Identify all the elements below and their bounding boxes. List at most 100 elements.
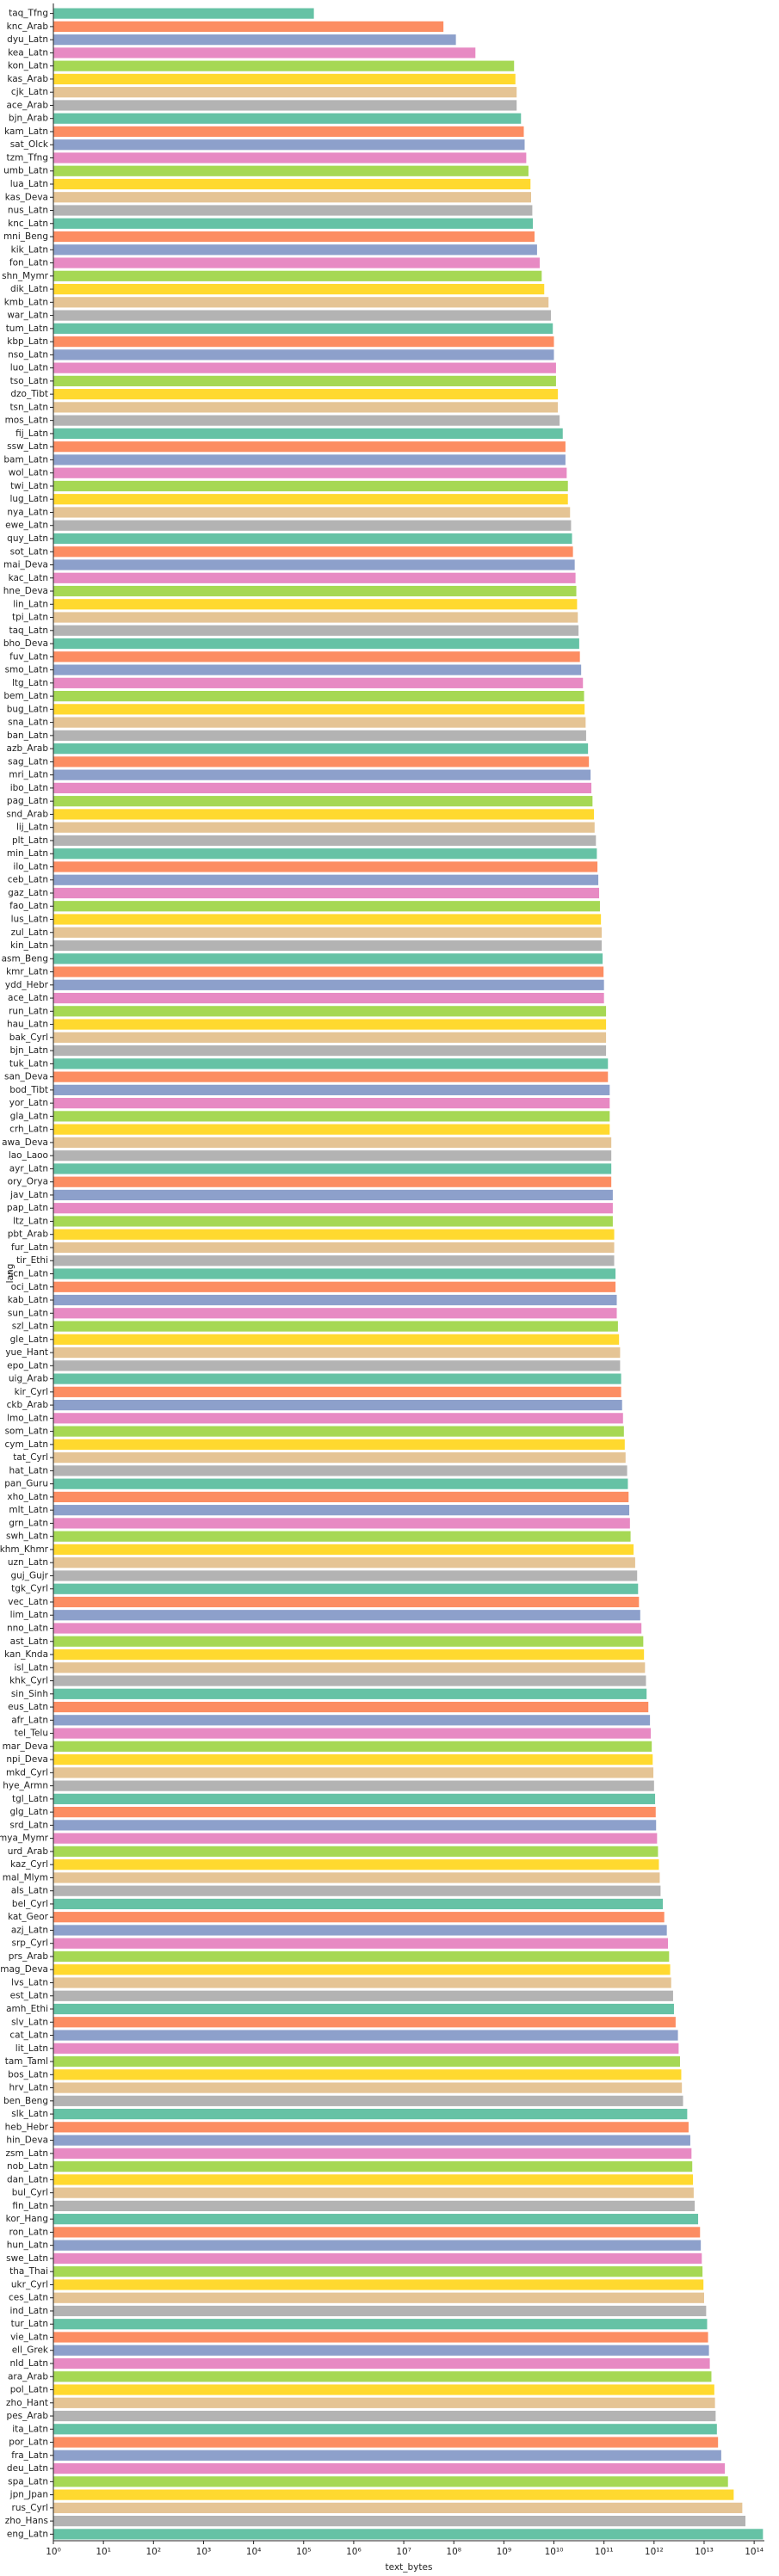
bar bbox=[53, 1531, 631, 1542]
y-tick-label: azb_Arab bbox=[7, 743, 49, 754]
bar bbox=[53, 1071, 609, 1082]
y-tick-label: tir_Ethi bbox=[16, 1255, 48, 1266]
bar bbox=[53, 1544, 634, 1556]
bar bbox=[53, 1019, 607, 1030]
y-tick-label: tzm_Tfng bbox=[6, 152, 48, 163]
y-tick-label: dzo_Tibt bbox=[10, 389, 48, 399]
y-tick-label: ben_Beng bbox=[3, 2096, 48, 2106]
bar bbox=[53, 1505, 630, 1516]
bar bbox=[53, 848, 597, 860]
bar bbox=[53, 612, 578, 623]
y-tick-label: tat_Cyrl bbox=[13, 1452, 48, 1463]
y-tick-label: war_Latn bbox=[7, 311, 48, 321]
bar bbox=[53, 1399, 622, 1411]
y-tick-label: ban_Latn bbox=[7, 730, 48, 741]
y-tick-label: smo_Latn bbox=[5, 665, 48, 675]
y-tick-label: grn_Latn bbox=[9, 1518, 48, 1528]
bar bbox=[53, 2410, 716, 2422]
y-tick-label: tur_Latn bbox=[11, 2319, 48, 2329]
bar bbox=[53, 782, 592, 794]
bar bbox=[53, 861, 598, 872]
y-tick-label: zho_Hans bbox=[5, 2516, 48, 2526]
bar bbox=[53, 2476, 728, 2487]
bar bbox=[53, 1675, 646, 1686]
bar bbox=[53, 1045, 607, 1057]
bar bbox=[53, 966, 604, 977]
bar bbox=[53, 796, 593, 807]
y-tick-label: uzn_Latn bbox=[8, 1557, 48, 1568]
y-tick-label: lit_Latn bbox=[15, 2043, 48, 2054]
y-tick-label: est_Latn bbox=[10, 1991, 48, 2001]
bar bbox=[53, 1452, 626, 1464]
y-tick-label: guj_Gujr bbox=[10, 1570, 48, 1581]
bar bbox=[53, 887, 600, 899]
bar bbox=[53, 2095, 683, 2106]
y-tick-label: sat_Olck bbox=[10, 139, 49, 150]
y-tick-label: swh_Latn bbox=[6, 1531, 48, 1542]
bar bbox=[53, 927, 603, 938]
y-tick-label: ilo_Latn bbox=[13, 861, 48, 872]
bar bbox=[53, 1925, 667, 1936]
y-tick-label: quy_Latn bbox=[7, 533, 48, 544]
bar bbox=[53, 389, 559, 400]
y-tick-label: nya_Latn bbox=[7, 507, 48, 517]
bar bbox=[53, 218, 534, 229]
bar bbox=[53, 375, 556, 386]
y-tick-label: taq_Latn bbox=[9, 626, 48, 636]
y-tick-label: tel_Telu bbox=[15, 1729, 48, 1739]
bar bbox=[53, 1150, 612, 1162]
y-tick-label: tpi_Latn bbox=[12, 613, 48, 623]
bar bbox=[53, 2017, 676, 2028]
bar bbox=[53, 1820, 657, 1831]
bar bbox=[53, 1124, 610, 1135]
bar bbox=[53, 2240, 702, 2251]
y-tick-label: tum_Latn bbox=[6, 324, 48, 334]
y-tick-label: mos_Latn bbox=[5, 416, 48, 426]
y-tick-label: scn_Latn bbox=[9, 1269, 48, 1279]
y-tick-label: lim_Latn bbox=[10, 1610, 48, 1620]
x-tick-label: 10⁷ bbox=[396, 2547, 411, 2557]
y-tick-label: ara_Arab bbox=[8, 2371, 48, 2382]
bar bbox=[53, 2043, 679, 2054]
y-tick-label: ace_Arab bbox=[6, 100, 48, 110]
y-tick-label: shn_Mymr bbox=[2, 271, 49, 281]
y-tick-label: kan_Knda bbox=[4, 1649, 48, 1660]
y-tick-label: bel_Cyrl bbox=[12, 1899, 48, 1909]
y-tick-label: nld_Latn bbox=[9, 2358, 48, 2369]
bar bbox=[53, 1478, 628, 1489]
bar bbox=[53, 874, 599, 885]
bar bbox=[53, 822, 595, 833]
y-tick-label: hne_Deva bbox=[3, 586, 48, 596]
bar bbox=[53, 1859, 659, 1870]
y-tick-label: tuk_Latn bbox=[9, 1058, 48, 1069]
y-tick-label: bho_Deva bbox=[3, 638, 48, 649]
y-tick-label: mni_Beng bbox=[3, 231, 48, 242]
x-tick-label: 10⁵ bbox=[296, 2547, 312, 2557]
bar bbox=[53, 1281, 616, 1292]
bar bbox=[53, 953, 603, 964]
bar bbox=[53, 467, 567, 478]
y-tick-label: kor_Hang bbox=[6, 2214, 48, 2224]
bar bbox=[53, 1255, 615, 1266]
y-tick-label: ltz_Latn bbox=[13, 1216, 48, 1226]
y-tick-label: amh_Ethi bbox=[6, 2004, 48, 2014]
y-tick-label: eus_Latn bbox=[8, 1702, 48, 1712]
y-tick-label: zsm_Latn bbox=[5, 2148, 48, 2159]
bar bbox=[53, 441, 566, 453]
bar bbox=[53, 100, 517, 111]
bar bbox=[53, 901, 600, 912]
bar bbox=[53, 1964, 671, 1975]
y-tick-label: knc_Latn bbox=[8, 219, 48, 229]
y-tick-label: vec_Latn bbox=[8, 1597, 48, 1607]
bar bbox=[53, 2055, 680, 2068]
y-tick-label: fuv_Latn bbox=[9, 651, 48, 662]
y-tick-label: dik_Latn bbox=[10, 284, 48, 294]
bar bbox=[53, 585, 577, 597]
bar bbox=[53, 244, 537, 256]
y-tick-label: ron_Latn bbox=[9, 2227, 48, 2237]
bar bbox=[53, 113, 522, 124]
y-tick-label: kac_Latn bbox=[9, 573, 48, 583]
bar bbox=[53, 914, 602, 925]
x-tick-label: 10¹⁴ bbox=[745, 2547, 764, 2557]
bar bbox=[53, 1596, 640, 1608]
